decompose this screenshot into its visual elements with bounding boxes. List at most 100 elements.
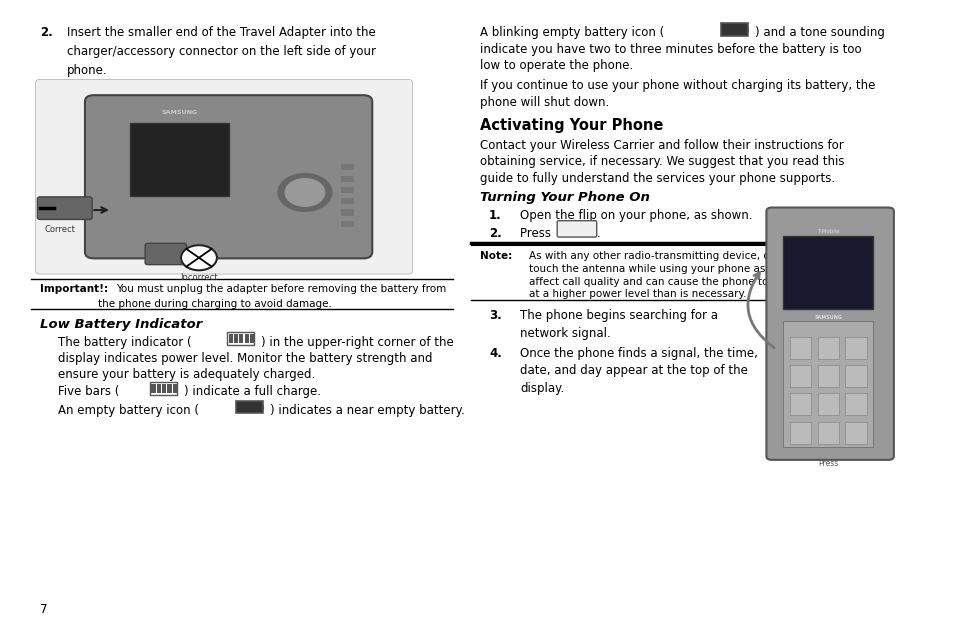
Bar (253, 336, 254, 342)
FancyBboxPatch shape (557, 221, 596, 237)
Bar (817, 393, 839, 415)
Text: SAMSUNG: SAMSUNG (814, 315, 841, 321)
Text: ) and a tone sounding: ) and a tone sounding (754, 26, 883, 39)
Text: phone.: phone. (67, 64, 108, 77)
Text: Important!:: Important!: (40, 284, 108, 294)
Bar (150, 382, 176, 394)
FancyBboxPatch shape (35, 80, 413, 274)
Circle shape (181, 245, 216, 270)
Bar (229, 335, 233, 343)
Circle shape (285, 179, 324, 206)
Bar (789, 337, 810, 359)
Text: display indicates power level. Monitor the battery strength and: display indicates power level. Monitor t… (58, 352, 432, 365)
Text: END: END (567, 225, 585, 233)
Bar (340, 221, 354, 227)
Bar (340, 187, 354, 193)
Text: If you continue to use your phone without charging its battery, the: If you continue to use your phone withou… (479, 80, 875, 92)
Bar (789, 365, 810, 387)
FancyBboxPatch shape (765, 207, 893, 460)
Text: An empty battery icon (: An empty battery icon ( (58, 404, 199, 417)
Text: Incorrect: Incorrect (180, 273, 217, 282)
Bar (130, 123, 229, 196)
Text: 4.: 4. (489, 347, 501, 360)
Text: Press: Press (818, 459, 838, 468)
Bar (176, 386, 177, 391)
Text: The battery indicator (: The battery indicator ( (58, 336, 192, 349)
Bar (262, 404, 264, 410)
Text: charger/accessory connector on the left side of your: charger/accessory connector on the left … (67, 45, 375, 58)
Text: Insert the smaller end of the Travel Adapter into the: Insert the smaller end of the Travel Ada… (67, 26, 375, 39)
Text: phone will shut down.: phone will shut down. (479, 96, 609, 109)
Bar (340, 164, 354, 170)
FancyBboxPatch shape (145, 244, 186, 265)
Bar (817, 422, 839, 443)
Text: .: . (596, 227, 599, 240)
Text: SAMSUNG: SAMSUNG (161, 110, 197, 115)
Bar (782, 237, 872, 308)
Bar (789, 422, 810, 443)
Text: ) indicates a near empty battery.: ) indicates a near empty battery. (270, 404, 464, 417)
Text: 1.: 1. (489, 209, 501, 222)
Text: touch the antenna while using your phone as this can: touch the antenna while using your phone… (529, 264, 809, 274)
Bar (244, 335, 249, 343)
Text: Correct: Correct (45, 225, 75, 234)
Text: You must unplug the adapter before removing the battery from: You must unplug the adapter before remov… (116, 284, 446, 294)
Bar (250, 335, 253, 343)
Text: 2.: 2. (40, 26, 52, 39)
FancyBboxPatch shape (85, 95, 372, 258)
Text: the phone during charging to avoid damage.: the phone during charging to avoid damag… (98, 298, 332, 308)
Text: Contact your Wireless Carrier and follow their instructions for: Contact your Wireless Carrier and follow… (479, 139, 842, 152)
Text: ensure your battery is adequately charged.: ensure your battery is adequately charge… (58, 368, 314, 381)
Bar (233, 335, 238, 343)
Text: date, and day appear at the top of the: date, and day appear at the top of the (519, 364, 747, 377)
Bar (747, 27, 748, 32)
Bar (167, 384, 172, 392)
Bar (239, 335, 243, 343)
Text: Note:: Note: (479, 251, 512, 261)
Text: A blinking empty battery icon (: A blinking empty battery icon ( (479, 26, 663, 39)
Text: The phone begins searching for a: The phone begins searching for a (519, 309, 718, 322)
Bar (152, 384, 155, 392)
Text: 3.: 3. (489, 309, 501, 322)
Text: at a higher power level than is necessary.: at a higher power level than is necessar… (529, 289, 746, 299)
Bar (844, 422, 866, 443)
Text: ) in the upper-right corner of the: ) in the upper-right corner of the (261, 336, 454, 349)
Text: 2.: 2. (489, 227, 501, 240)
Bar (227, 333, 253, 345)
Bar (172, 384, 176, 392)
Bar (162, 384, 166, 392)
Bar (782, 321, 872, 446)
Bar (340, 209, 354, 216)
Bar (844, 365, 866, 387)
Text: Low Battery Indicator: Low Battery Indicator (40, 318, 202, 331)
Bar (789, 393, 810, 415)
Bar (235, 401, 262, 413)
Text: ) indicate a full charge.: ) indicate a full charge. (184, 385, 320, 398)
Bar (844, 393, 866, 415)
Text: low to operate the phone.: low to operate the phone. (479, 59, 633, 73)
Text: display.: display. (519, 382, 564, 395)
Text: Five bars (: Five bars ( (58, 385, 119, 398)
Bar (340, 176, 354, 182)
Text: indicate you have two to three minutes before the battery is too: indicate you have two to three minutes b… (479, 43, 861, 56)
Text: Activating Your Phone: Activating Your Phone (479, 118, 662, 134)
Bar (844, 337, 866, 359)
Text: network signal.: network signal. (519, 327, 611, 340)
Bar (340, 198, 354, 204)
Circle shape (277, 174, 332, 211)
Text: affect call quality and can cause the phone to operate: affect call quality and can cause the ph… (529, 277, 812, 287)
Bar (156, 384, 161, 392)
Text: 7: 7 (40, 603, 48, 616)
Text: Turning Your Phone On: Turning Your Phone On (479, 191, 649, 204)
Bar (720, 23, 747, 36)
Text: guide to fully understand the services your phone supports.: guide to fully understand the services y… (479, 172, 834, 184)
FancyBboxPatch shape (37, 197, 92, 219)
Text: Once the phone finds a signal, the time,: Once the phone finds a signal, the time, (519, 347, 758, 360)
Bar (817, 365, 839, 387)
Text: obtaining service, if necessary. We suggest that you read this: obtaining service, if necessary. We sugg… (479, 155, 843, 169)
Text: Press: Press (519, 227, 555, 240)
Text: Open the flip on your phone, as shown.: Open the flip on your phone, as shown. (519, 209, 752, 222)
Text: As with any other radio-transmitting device, do not: As with any other radio-transmitting dev… (529, 251, 797, 261)
Text: T-Mobile: T-Mobile (816, 229, 839, 234)
Bar (817, 337, 839, 359)
